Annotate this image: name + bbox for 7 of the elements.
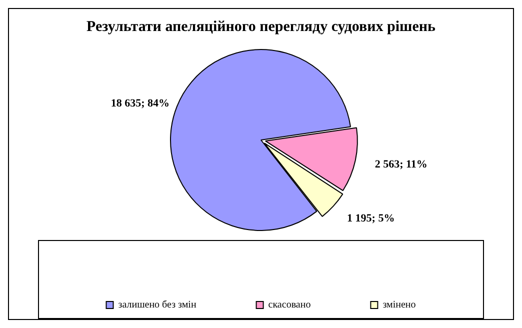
data-label: 1 195; 5%: [347, 212, 395, 224]
data-label: 2 563; 11%: [374, 158, 428, 170]
legend-label: змінено: [382, 300, 416, 311]
legend-label: скасовано: [268, 300, 311, 311]
data-label: 18 635; 84%: [110, 97, 170, 110]
chart-title: Результати апеляційного перегляду судових рішень: [86, 18, 436, 35]
legend-label: залишено без змін: [118, 300, 197, 311]
